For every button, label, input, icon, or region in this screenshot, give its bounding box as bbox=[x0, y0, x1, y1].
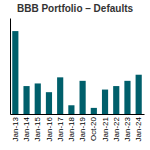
x-tick: Oct-20 bbox=[89, 116, 98, 141]
chart-title: BBB Portfolio – Defaults bbox=[17, 3, 134, 14]
x-tick: Jan-17 bbox=[56, 116, 65, 141]
chart-container: Jan-13Jan-14Jan-15Jan-16Jan-17Jan-18Jan-… bbox=[0, 0, 150, 150]
x-tick-label: Jan-19 bbox=[78, 116, 87, 141]
bar bbox=[80, 81, 86, 114]
x-tick-label: Oct-20 bbox=[89, 116, 98, 141]
x-tick: Jan-15 bbox=[33, 116, 42, 141]
x-tick-label: Jan-23 bbox=[123, 116, 132, 141]
x-axis: Jan-13Jan-14Jan-15Jan-16Jan-17Jan-18Jan-… bbox=[11, 115, 145, 142]
x-axis-line bbox=[11, 114, 145, 115]
bar bbox=[91, 108, 97, 114]
bar bbox=[35, 83, 41, 114]
x-tick: Jan-13 bbox=[11, 116, 20, 141]
x-tick-label: Jan-13 bbox=[11, 116, 20, 141]
bar bbox=[12, 31, 18, 114]
bar bbox=[136, 75, 142, 114]
x-tick: Jan-19 bbox=[78, 116, 87, 141]
x-tick: Jan-24 bbox=[134, 116, 143, 141]
x-tick: Jan-23 bbox=[123, 116, 132, 141]
x-tick-label: Jan-24 bbox=[134, 116, 143, 141]
x-tick: Jan-18 bbox=[67, 116, 76, 141]
y-axis-line bbox=[10, 19, 11, 115]
bars bbox=[12, 31, 142, 114]
bar bbox=[102, 90, 108, 114]
x-tick-label: Jan-16 bbox=[45, 116, 54, 141]
x-tick-label: Jan-17 bbox=[56, 116, 65, 141]
bar bbox=[23, 86, 29, 114]
plot-area: Jan-13Jan-14Jan-15Jan-16Jan-17Jan-18Jan-… bbox=[11, 19, 145, 142]
chart-svg: Jan-13Jan-14Jan-15Jan-16Jan-17Jan-18Jan-… bbox=[0, 0, 150, 150]
x-tick: Jan-21 bbox=[101, 116, 110, 141]
x-tick: Jan-14 bbox=[22, 116, 31, 141]
x-tick-label: Jan-18 bbox=[67, 116, 76, 141]
x-tick-label: Jan-22 bbox=[112, 116, 121, 141]
x-tick-label: Jan-14 bbox=[22, 116, 31, 141]
bar bbox=[113, 86, 119, 114]
x-tick: Jan-16 bbox=[45, 116, 54, 141]
x-tick: Jan-22 bbox=[112, 116, 121, 141]
bar bbox=[68, 105, 74, 114]
bar bbox=[57, 77, 63, 114]
x-tick-label: Jan-21 bbox=[101, 116, 110, 141]
x-tick-label: Jan-15 bbox=[33, 116, 42, 141]
bar bbox=[124, 81, 130, 114]
y-axis bbox=[10, 19, 11, 115]
bar bbox=[46, 92, 52, 114]
